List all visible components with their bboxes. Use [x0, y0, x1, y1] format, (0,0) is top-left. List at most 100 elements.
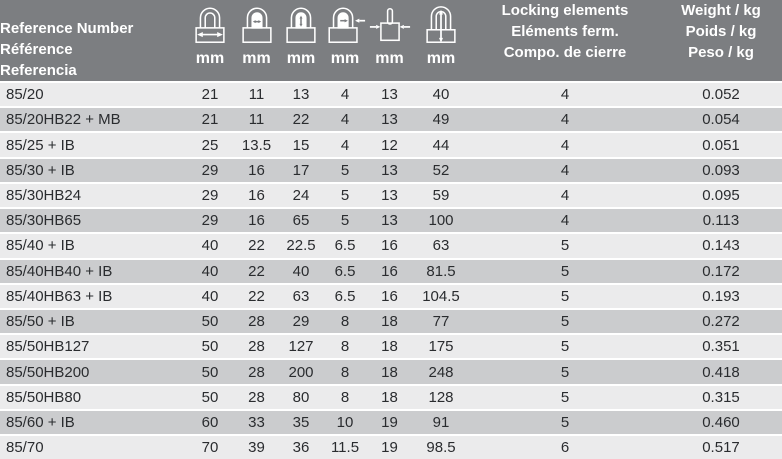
locking-elements-cell: 5 [470, 233, 660, 260]
dimension-cell: 18 [367, 334, 412, 361]
dimension-cell: 40 [279, 258, 323, 285]
dimension-cell: 22 [234, 258, 279, 285]
weight-cell: 0.418 [660, 359, 782, 386]
dimension-cell: 80 [279, 384, 323, 411]
dimension-cell: 25 [186, 132, 234, 159]
shackle-inner-height-icon [279, 4, 323, 46]
unit-label: mm [375, 50, 404, 67]
dimension-cell: 16 [367, 233, 412, 260]
dimension-cell: 49 [412, 107, 470, 134]
weight-cell: 0.143 [660, 233, 782, 260]
dimension-cell: 13 [367, 82, 412, 109]
dimension-cell: 50 [186, 308, 234, 336]
dimension-cell: 29 [279, 308, 323, 336]
dimension-cell: 21 [186, 107, 234, 134]
dimension-cell: 4 [323, 107, 367, 134]
dimension-cell: 18 [367, 359, 412, 386]
locking-elements-cell: 5 [470, 308, 660, 336]
header-weight-en: Weight / kg [681, 2, 761, 19]
weight-cell: 0.093 [660, 157, 782, 184]
shackle-inner-width-icon [235, 4, 279, 46]
dimension-cell: 28 [234, 384, 279, 411]
dimension-cell: 29 [186, 157, 234, 184]
table-row: 85/60 + IB 60 33 35 10 19 91 5 0.460 [0, 409, 782, 437]
dimension-cell: 6.5 [323, 258, 367, 285]
dimension-cell: 13 [279, 82, 323, 109]
dimension-cell: 98.5 [412, 435, 470, 459]
header-locking-es: Compo. de cierre [503, 44, 627, 61]
dimension-cell: 6.5 [323, 283, 367, 310]
dimension-cell: 8 [323, 334, 367, 361]
weight-cell: 0.460 [660, 409, 782, 437]
dimension-cell: 175 [412, 334, 470, 361]
table-body: 85/20 21 11 13 4 13 40 4 0.052 85/20HB22 + MB 21 11… [0, 82, 782, 459]
dimension-cell: 21 [186, 82, 234, 109]
header-locking-en: Locking elements [501, 2, 629, 19]
dimension-cell: 11.5 [323, 435, 367, 459]
reference-cell: 85/50HB80 [0, 384, 186, 411]
weight-cell: 0.051 [660, 132, 782, 159]
locking-elements-column-header: Locking elements Eléments ferm. Compo. d… [470, 0, 660, 83]
dimension-cell: 39 [234, 435, 279, 459]
header-reference-fr: Référence [0, 41, 73, 58]
dimension-cell: 16 [367, 283, 412, 310]
weight-cell: 0.351 [660, 334, 782, 361]
table-row: 85/50 + IB 50 28 29 8 18 77 5 0.272 [0, 308, 782, 336]
dimension-cell: 65 [279, 208, 323, 235]
dimension-cell: 200 [279, 359, 323, 386]
reference-cell: 85/40HB40 + IB [0, 258, 186, 285]
reference-cell: 85/30HB65 [0, 208, 186, 235]
dimension-cell: 11 [234, 107, 279, 134]
reference-cell: 85/50HB200 [0, 359, 186, 386]
dimension-cell: 35 [279, 409, 323, 437]
dimension-cell: 77 [412, 308, 470, 336]
dimension-cell: 28 [234, 359, 279, 386]
dimension-cell: 17 [279, 157, 323, 184]
weight-cell: 0.172 [660, 258, 782, 285]
dimension-cell: 63 [412, 233, 470, 260]
dimension-cell: 52 [412, 157, 470, 184]
dimension-cell: 22.5 [279, 233, 323, 260]
table-row: 85/70 70 39 36 11.5 19 98.5 6 0.517 [0, 435, 782, 459]
reference-cell: 85/30 + IB [0, 157, 186, 184]
dimension-cell: 8 [323, 359, 367, 386]
unit-label: mm [286, 50, 316, 67]
table-row: 85/40HB63 + IB 40 22 63 6.5 16 104.5 5 0.193 [0, 283, 782, 310]
dimension-column-header: mm [234, 0, 279, 83]
dimension-column-header: mm [279, 0, 323, 83]
dimension-cell: 29 [186, 208, 234, 235]
dimension-cell: 13 [367, 157, 412, 184]
dimension-cell: 40 [186, 258, 234, 285]
header-reference-es: Referencia [0, 62, 77, 79]
dimension-cell: 28 [234, 334, 279, 361]
table-row: 85/20HB22 + MB 21 11 22 4 13 49 4 0.054 [0, 107, 782, 134]
weight-column-header: Weight / kg Poids / kg Peso / kg [660, 0, 782, 83]
dimension-cell: 5 [323, 208, 367, 235]
dimension-column-header: mm [367, 0, 412, 83]
locking-elements-cell: 5 [470, 384, 660, 411]
table-row: 85/30 + IB 29 16 17 5 13 52 4 0.093 [0, 157, 782, 184]
dimension-column-header: mm [412, 0, 470, 83]
dimension-cell: 44 [412, 132, 470, 159]
locking-elements-cell: 6 [470, 435, 660, 459]
dimension-cell: 16 [234, 208, 279, 235]
dimension-cell: 248 [412, 359, 470, 386]
dimension-cell: 81.5 [412, 258, 470, 285]
unit-label: mm [242, 50, 271, 67]
dimension-cell: 24 [279, 182, 323, 210]
dimension-cell: 40 [412, 82, 470, 109]
dimension-cell: 50 [186, 359, 234, 386]
weight-cell: 0.113 [660, 208, 782, 235]
dimension-cell: 29 [186, 182, 234, 210]
header-row: Reference Number Référence Referencia [0, 0, 782, 83]
locking-elements-cell: 4 [470, 208, 660, 235]
locking-elements-cell: 4 [470, 182, 660, 210]
dimension-cell: 59 [412, 182, 470, 210]
weight-cell: 0.315 [660, 384, 782, 411]
locking-elements-cell: 5 [470, 334, 660, 361]
locking-elements-cell: 5 [470, 409, 660, 437]
dimension-cell: 13.5 [234, 132, 279, 159]
dimension-cell: 22 [234, 233, 279, 260]
